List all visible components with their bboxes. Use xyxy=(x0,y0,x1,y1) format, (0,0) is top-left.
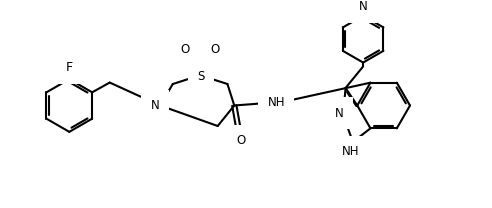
Text: NH: NH xyxy=(268,96,285,109)
Text: O: O xyxy=(181,43,190,56)
Text: S: S xyxy=(197,70,205,83)
Text: N: N xyxy=(151,99,159,112)
Text: NH: NH xyxy=(342,145,360,158)
Text: F: F xyxy=(66,61,73,74)
Text: O: O xyxy=(210,43,219,56)
Text: O: O xyxy=(237,134,246,147)
Text: N: N xyxy=(359,0,368,13)
Text: N: N xyxy=(335,106,343,120)
